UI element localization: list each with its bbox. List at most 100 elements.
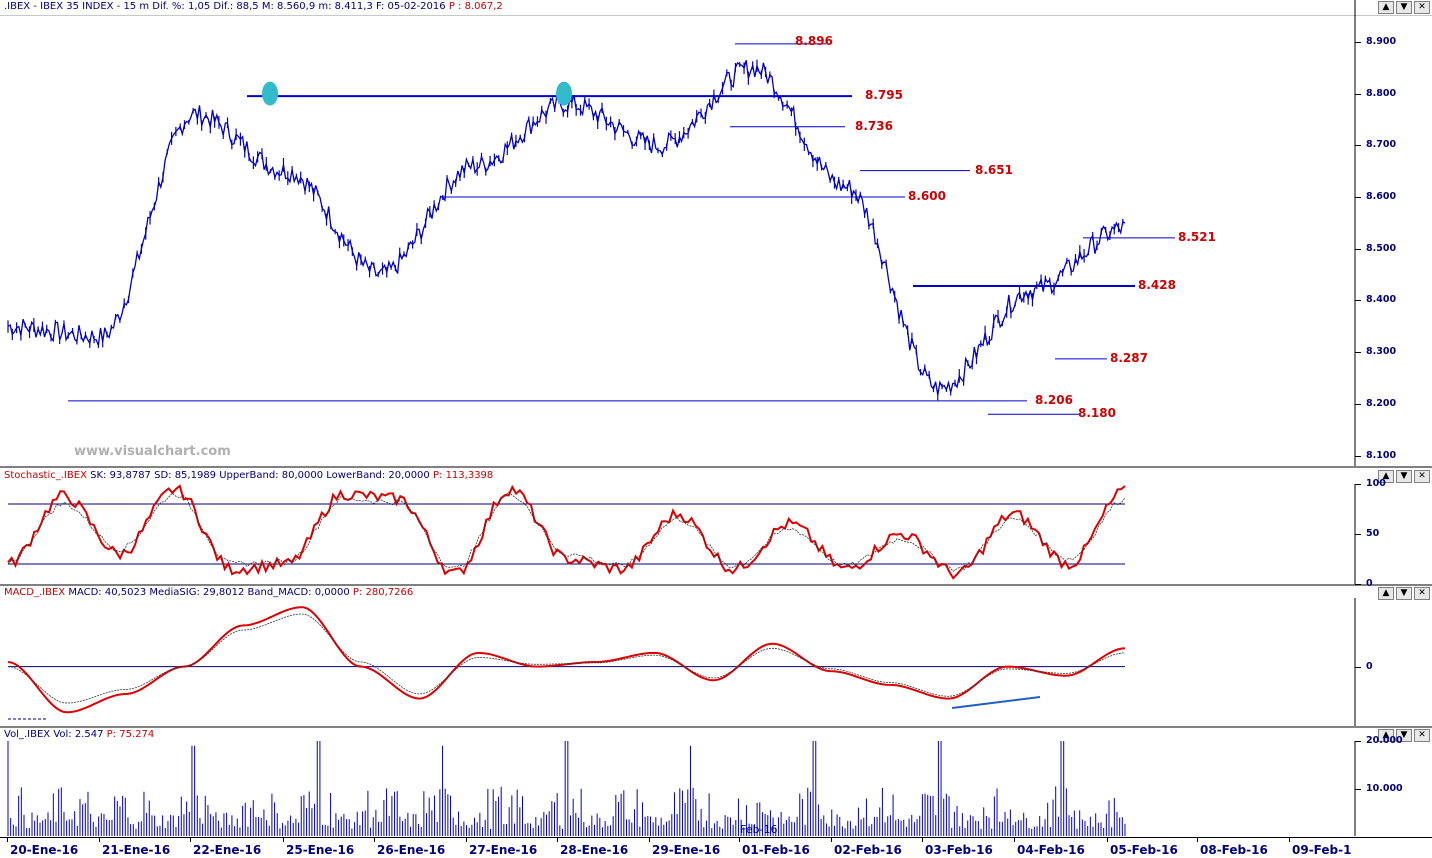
price-level-label: 8.651 [975,162,1013,177]
volume-close-button[interactable]: ✕ [1414,729,1430,742]
time-axis-tick [7,837,8,842]
stochastic-values: SK: 93,8787 SD: 85,1989 UpperBand: 80,00… [90,470,430,481]
time-axis-label: 09-Feb-1 [1292,843,1352,857]
volume-tick-mark [1355,788,1361,790]
macd-values: MACD: 40,5023 MediaSIG: 29,8012 Band_MAC… [68,587,350,598]
price-level-label: 8.180 [1078,406,1116,421]
price-level-label: 8.428 [1138,278,1176,292]
macd-mediasig-line [7,613,1126,704]
price-level-label: 8.521 [1178,229,1216,244]
stochastic-close-button[interactable]: ✕ [1414,470,1430,483]
price-tick-mark [1355,248,1361,250]
watermark: www.visualchart.com [74,444,231,459]
stochastic-name: Stochastic_.IBEX [4,470,87,481]
time-axis-tick [1289,837,1290,842]
time-axis-tick [99,837,100,842]
macd-divergence-line [951,696,1041,709]
time-axis-label: 20-Ene-16 [10,843,79,857]
time-axis [0,837,1432,858]
price-tick-mark [1355,197,1361,199]
time-axis-tick [557,837,558,842]
price-tick-label: 8.400 [1366,294,1397,306]
stochastic-tick-mark [1355,534,1361,535]
stochastic-window-buttons: ▲ ▼ ✕ [1378,470,1430,483]
stochastic-sd-line [7,491,1126,572]
stochastic-tick-label: 0 [1366,578,1373,589]
title-text: .IBEX - IBEX 35 INDEX - 15 m Dif. %: 1,0… [4,1,446,12]
macd-down-button[interactable]: ▼ [1396,587,1412,600]
macd-macd-line [7,606,1126,714]
time-axis-label: 22-Ene-16 [193,843,262,857]
price-tick-mark [1355,93,1361,95]
time-axis-tick [283,837,284,842]
macd-up-button[interactable]: ▲ [1378,587,1394,600]
time-axis-label: 25-Ene-16 [286,843,355,857]
volume-p-value: P: 75.274 [106,729,155,740]
time-axis-tick [1197,837,1198,842]
close-button[interactable]: ✕ [1414,1,1430,14]
time-axis-label: 21-Ene-16 [102,843,171,857]
time-axis-tick [1014,837,1015,842]
stochastic-down-button[interactable]: ▼ [1396,470,1412,483]
stochastic-label: Stochastic_.IBEX SK: 93,8787 SD: 85,1989… [4,470,493,481]
volume-up-button[interactable]: ▲ [1378,729,1394,742]
scroll-up-button[interactable]: ▲ [1378,1,1394,14]
price-level-label: 8.736 [855,118,893,133]
price-tick-label: 8.500 [1366,242,1397,254]
window-buttons: ▲ ▼ ✕ [1378,1,1430,14]
price-tick-label: 8.100 [1366,449,1397,461]
top-marker [556,81,572,106]
month-marker: Feb-16 [740,823,778,836]
price-level-label: 8.287 [1110,350,1148,365]
price-tick-mark [1355,145,1361,147]
price-level-label: 8.896 [795,33,833,48]
macd-close-button[interactable]: ✕ [1414,587,1430,600]
stochastic-up-button[interactable]: ▲ [1378,470,1394,483]
time-axis-label: 27-Ene-16 [469,843,538,857]
price-level-label: 8.206 [1035,392,1073,407]
scroll-down-button[interactable]: ▼ [1396,1,1412,14]
time-axis-tick [374,837,375,842]
volume-window-buttons: ▲ ▼ ✕ [1378,729,1430,742]
time-axis-label: 02-Feb-16 [834,843,902,857]
volume-tick-label: 10.000 [1366,782,1403,794]
macd-p-value: P: 280,7266 [352,587,414,598]
volume-tick-label: 20.000 [1366,735,1403,746]
time-axis-label: 26-Ene-16 [377,843,446,857]
volume-down-button[interactable]: ▼ [1396,729,1412,742]
price-series-line [7,60,1126,396]
price-tick-label: 8.300 [1366,346,1397,358]
volume-name: Vol_.IBEX [4,729,51,740]
time-axis-tick [831,837,832,842]
time-axis-label: 29-Ene-16 [652,843,721,857]
time-axis-label: 08-Feb-16 [1200,843,1268,857]
chart-header: .IBEX - IBEX 35 INDEX - 15 m Dif. %: 1,0… [0,0,1432,16]
time-axis-label: 04-Feb-16 [1017,843,1085,857]
stochastic-tick-label: 50 [1366,528,1380,539]
volume-tick-mark [1355,741,1361,742]
time-axis-tick [1107,837,1108,842]
top-marker [262,81,278,106]
time-axis-label: 05-Feb-16 [1110,843,1178,857]
macd-tick-label: 0 [1366,660,1373,672]
time-axis-tick [466,837,467,842]
macd-window-buttons: ▲ ▼ ✕ [1378,587,1430,600]
price-tick-label: 8.600 [1366,191,1397,203]
price-tick-mark [1355,300,1361,302]
stochastic-tick-label: 100 [1366,478,1386,489]
time-axis-label: 01-Feb-16 [742,843,810,857]
price-tick-mark [1355,403,1361,405]
time-axis-tick [922,837,923,842]
price-tick-mark [1355,41,1361,43]
price-tick-label: 8.900 [1366,35,1397,47]
macd-name: MACD_.IBEX [4,587,66,598]
chart-title: .IBEX - IBEX 35 INDEX - 15 m Dif. %: 1,0… [4,1,503,12]
stochastic-tick-mark [1355,484,1361,485]
price-tick-label: 8.200 [1366,397,1397,409]
title-p-value: P : 8.067,2 [448,1,503,12]
price-tick-mark [1355,352,1361,354]
time-axis-label: 03-Feb-16 [925,843,993,857]
time-axis-tick [190,837,191,842]
price-tick-label: 8.700 [1366,139,1397,151]
